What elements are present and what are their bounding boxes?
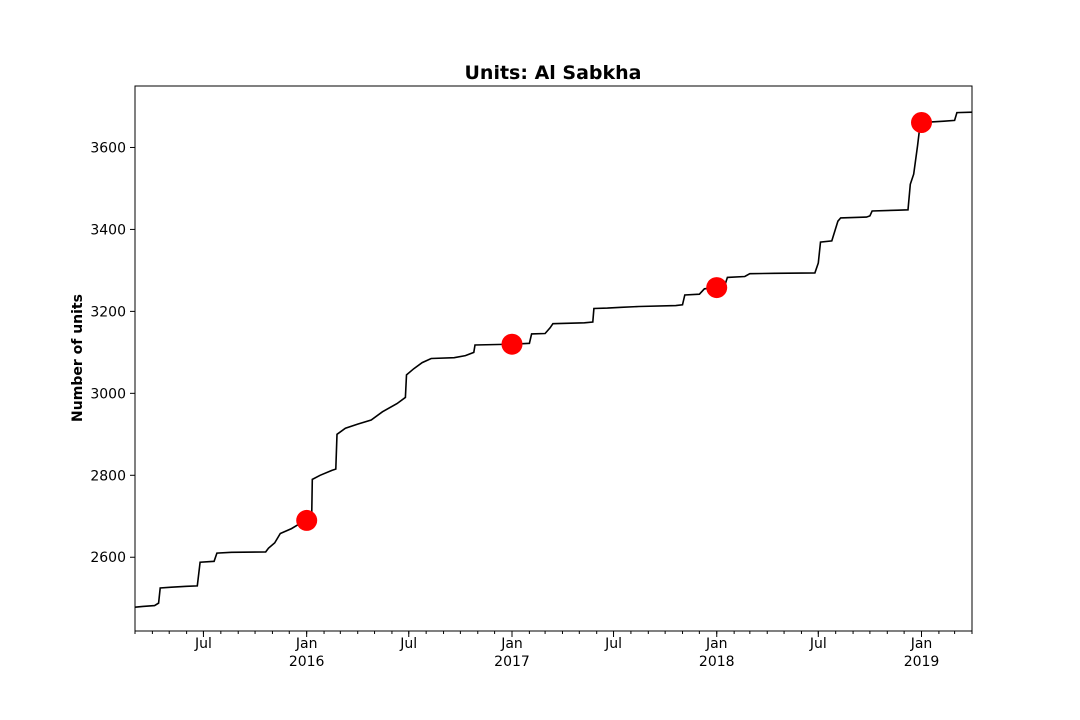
y-axis-label: Number of units: [70, 294, 86, 422]
y-tick-label: 2600: [90, 550, 126, 566]
x-tick-label: Jul: [399, 636, 417, 652]
plot-area: [134, 111, 973, 608]
x-tick-label: Jan: [500, 636, 523, 652]
x-tick-label: Jan: [910, 636, 933, 652]
series-line-0: [134, 111, 973, 608]
x-tick-label: Jul: [809, 636, 827, 652]
marker-point-3: [911, 112, 932, 133]
marker-point-0: [296, 509, 318, 531]
y-tick-label: 3000: [90, 386, 126, 402]
chart-title: Units: Al Sabkha: [465, 62, 642, 84]
x-tick-label: Jan: [295, 636, 318, 652]
marker-point-1: [501, 333, 523, 355]
x-tick-year-label: 2017: [494, 654, 530, 670]
marker-point-2: [706, 277, 728, 299]
y-tick-label: 3600: [90, 140, 126, 156]
y-tick-label: 3200: [90, 304, 126, 320]
y-tick-label: 2800: [90, 468, 126, 484]
x-tick-year-label: 2016: [289, 654, 325, 670]
x-tick-year-label: 2018: [699, 654, 735, 670]
x-tick-label: Jul: [604, 636, 622, 652]
y-tick-label: 3400: [90, 222, 126, 238]
plot-frame: [134, 85, 973, 632]
x-tick-label: Jul: [194, 636, 212, 652]
x-tick-year-label: 2019: [904, 654, 940, 670]
x-tick-label: Jan: [705, 636, 728, 652]
